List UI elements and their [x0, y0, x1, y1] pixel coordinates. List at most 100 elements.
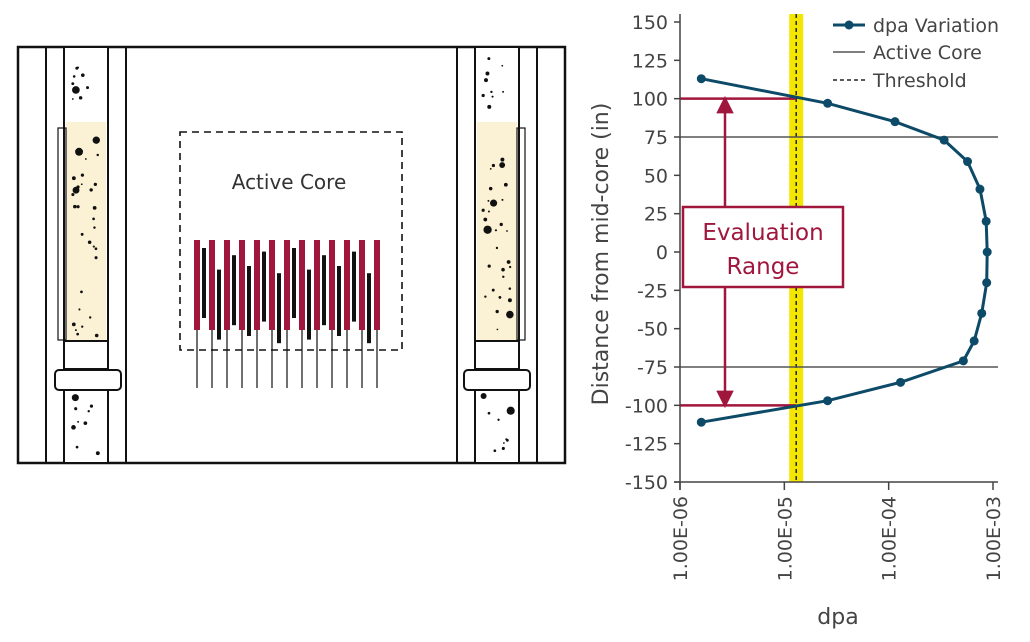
aggregate-speck	[72, 86, 80, 94]
fuel-rod	[374, 240, 380, 330]
aggregate-speck	[501, 198, 504, 201]
aggregate-speck	[498, 295, 502, 299]
aggregate-speck	[89, 188, 93, 192]
left-lower-column	[63, 389, 109, 464]
left-pipe-band	[54, 369, 122, 391]
aggregate-speck	[74, 407, 78, 411]
control-rod	[202, 248, 206, 318]
aggregate-speck	[94, 333, 99, 338]
aggregate-speck	[92, 136, 100, 144]
aggregate-speck	[76, 205, 80, 209]
aggregate-speck	[76, 66, 80, 69]
aggregate-speck	[487, 264, 491, 268]
fuel-rod	[329, 240, 335, 330]
fuel-rod	[224, 240, 230, 330]
y-tick-label: -50	[637, 319, 668, 341]
y-tick-label: 50	[644, 165, 668, 187]
aggregate-speck	[484, 78, 488, 83]
aggregate-speck	[489, 167, 492, 170]
aggregate-speck	[81, 73, 85, 77]
data-point	[939, 135, 949, 145]
aggregate-speck	[487, 199, 490, 202]
legend-dpa-label: dpa Variation	[873, 15, 999, 37]
y-tick-label: 100	[632, 89, 668, 111]
control-rod	[217, 269, 221, 340]
aggregate-speck	[503, 442, 505, 444]
right-liner	[516, 127, 526, 341]
aggregate-speck	[490, 90, 493, 94]
fuel-rods	[194, 240, 380, 388]
fuel-rod	[194, 240, 200, 330]
aggregate-speck	[506, 230, 508, 232]
aggregate-speck	[501, 64, 504, 67]
legend: dpa Variation Active Core Threshold	[833, 15, 999, 92]
data-point	[958, 356, 968, 366]
aggregate-speck	[497, 418, 500, 421]
aggregate-speck	[491, 288, 495, 292]
evaluation-range-label-1: Evaluation	[702, 220, 823, 246]
aggregate-speck	[87, 240, 92, 245]
control-rod	[247, 266, 251, 336]
fuel-rod	[254, 240, 260, 330]
data-point	[963, 157, 973, 167]
y-tick-label: -25	[637, 280, 668, 302]
evaluation-range-box: Evaluation Range	[681, 205, 845, 289]
aggregate-speck	[87, 410, 90, 413]
left-concrete-speckle	[71, 66, 100, 456]
aggregate-speck	[86, 86, 90, 90]
x-axis-label: dpa	[817, 605, 858, 630]
aggregate-speck	[488, 186, 493, 191]
y-tick-labels: 150 125 100 75 50 25 0 -25 -50 -75 -100 -125 -150	[625, 12, 680, 494]
evaluation-range-label-2: Range	[727, 254, 800, 280]
aggregate-speck	[487, 104, 492, 109]
fuel-rod	[314, 240, 320, 330]
fuel-rod	[344, 240, 350, 330]
aggregate-speck	[491, 163, 496, 168]
data-point	[981, 216, 991, 226]
fuel-rod	[359, 240, 365, 330]
aggregate-speck	[72, 75, 76, 78]
fuel-rod	[269, 240, 275, 330]
aggregate-speck	[506, 406, 515, 415]
left-shield-wall	[45, 46, 127, 464]
legend-dpa-marker	[844, 20, 854, 30]
aggregate-speck	[71, 425, 76, 430]
aggregate-speck	[71, 82, 75, 86]
aggregate-speck	[93, 226, 96, 229]
control-rod	[232, 255, 236, 326]
aggregate-speck	[506, 260, 511, 264]
aggregate-speck	[500, 157, 505, 162]
aggregate-speck	[487, 57, 491, 61]
y-tick-label: 150	[632, 12, 668, 34]
aggregate-speck	[72, 186, 80, 194]
data-point	[969, 336, 979, 346]
left-plug	[63, 340, 109, 370]
aggregate-speck	[80, 232, 84, 236]
aggregate-speck	[71, 394, 79, 402]
data-point	[896, 377, 906, 387]
fuel-rod	[284, 240, 290, 330]
data-point	[977, 308, 987, 318]
aggregate-speck	[503, 182, 508, 187]
y-tick-label: -75	[637, 357, 668, 379]
left-liner	[57, 127, 67, 341]
data-point	[982, 278, 992, 288]
aggregate-speck	[484, 295, 487, 298]
y-tick-label: 25	[644, 204, 668, 226]
aggregate-speck	[94, 256, 98, 260]
aggregate-speck	[491, 95, 494, 98]
dpa-chart: Evaluation Range 150 125 100 75 50 25 0 -25 -50 -…	[589, 12, 1005, 630]
aggregate-speck	[490, 199, 498, 207]
reactor-diagram: Active Core	[16, 45, 567, 465]
control-rod	[277, 273, 281, 344]
aggregate-speck	[96, 153, 99, 157]
aggregate-speck	[92, 245, 95, 248]
aggregate-speck	[508, 287, 512, 290]
aggregate-speck	[501, 446, 505, 451]
aggregate-speck	[93, 182, 97, 187]
evaluation-range-lines	[680, 97, 797, 407]
aggregate-speck	[75, 445, 79, 449]
aggregate-speck	[481, 208, 485, 212]
aggregate-speck	[495, 309, 499, 314]
aggregate-speck	[78, 308, 81, 311]
